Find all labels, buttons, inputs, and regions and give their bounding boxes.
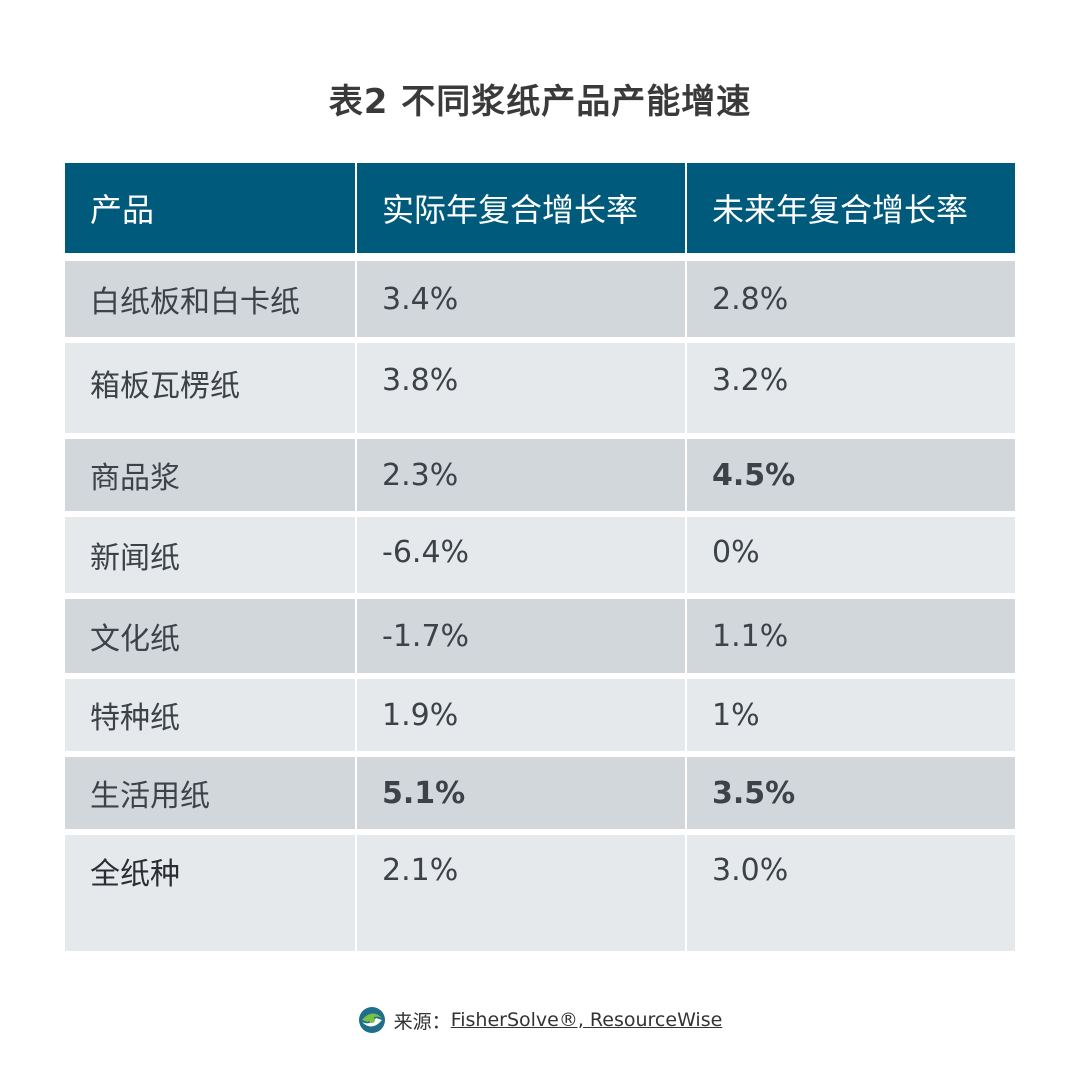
actual-cell: 5.1% <box>357 757 687 829</box>
actual-cell: 3.8% <box>357 343 687 433</box>
product-cell: 白纸板和白卡纸 <box>65 261 357 337</box>
table-header-row: 产品 实际年复合增长率 未来年复合增长率 <box>65 163 1015 253</box>
future-cell: 3.5% <box>687 757 1015 829</box>
product-cell: 全纸种 <box>65 835 357 951</box>
table-row: 生活用纸 5.1% 3.5% <box>65 757 1015 829</box>
actual-cell: -1.7% <box>357 599 687 673</box>
future-cell: 1.1% <box>687 599 1015 673</box>
future-cell: 4.5% <box>687 439 1015 511</box>
future-cell: 1% <box>687 679 1015 751</box>
header-product: 产品 <box>65 163 357 253</box>
product-cell: 文化纸 <box>65 599 357 673</box>
source-footer: 来源： FisherSolve®, ResourceWise <box>0 1006 1080 1034</box>
future-cell: 3.0% <box>687 835 1015 951</box>
actual-cell: 3.4% <box>357 261 687 337</box>
table-row: 白纸板和白卡纸 3.4% 2.8% <box>65 261 1015 337</box>
product-cell: 生活用纸 <box>65 757 357 829</box>
actual-cell: 2.1% <box>357 835 687 951</box>
product-cell: 商品浆 <box>65 439 357 511</box>
future-cell: 2.8% <box>687 261 1015 337</box>
actual-cell: 1.9% <box>357 679 687 751</box>
product-cell: 新闻纸 <box>65 517 357 593</box>
header-future-cagr: 未来年复合增长率 <box>687 163 1015 253</box>
growth-table: 产品 实际年复合增长率 未来年复合增长率 白纸板和白卡纸 3.4% 2.8% 箱… <box>65 163 1015 951</box>
source-label: 来源： <box>393 1010 451 1033</box>
product-cell: 箱板瓦楞纸 <box>65 343 357 433</box>
table-row: 文化纸 -1.7% 1.1% <box>65 599 1015 673</box>
future-cell: 0% <box>687 517 1015 593</box>
table-title: 表2 不同浆纸产品产能增速 <box>328 82 752 122</box>
actual-cell: 2.3% <box>357 439 687 511</box>
table-row: 特种纸 1.9% 1% <box>65 679 1015 751</box>
header-actual-cagr: 实际年复合增长率 <box>357 163 687 253</box>
future-cell: 3.2% <box>687 343 1015 433</box>
table-row: 新闻纸 -6.4% 0% <box>65 517 1015 593</box>
actual-cell: -6.4% <box>357 517 687 593</box>
table-row: 箱板瓦楞纸 3.8% 3.2% <box>65 343 1015 433</box>
table-row: 商品浆 2.3% 4.5% <box>65 439 1015 511</box>
table-row: 全纸种 2.1% 3.0% <box>65 835 1015 951</box>
product-cell: 特种纸 <box>65 679 357 751</box>
fishersolve-logo-icon <box>358 1007 385 1033</box>
source-link[interactable]: FisherSolve®, ResourceWise <box>450 1009 723 1031</box>
